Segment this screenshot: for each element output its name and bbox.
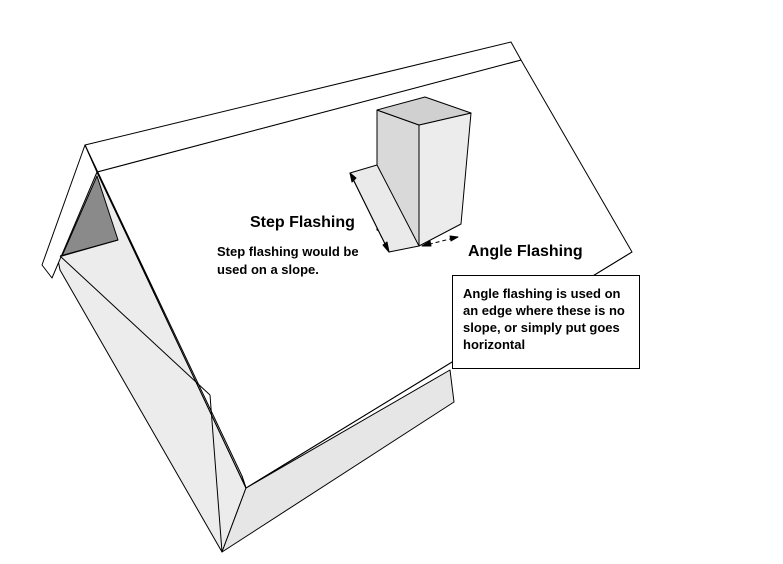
step-flashing-description: Step flashing would be used on a slope. <box>217 244 359 277</box>
step-arrow-bottom <box>382 241 390 253</box>
angle-flashing-callout: Angle flashing is used on an edge where … <box>452 275 640 369</box>
wall-line-1 <box>59 255 211 396</box>
roof-edge-line <box>241 475 247 489</box>
step-arrow-top <box>349 172 357 183</box>
angle-arrow-left <box>421 240 432 247</box>
step-dimension-line <box>349 172 390 253</box>
angle-flashing-description: Angle flashing is used on an edge where … <box>463 286 625 352</box>
wall-line-3 <box>209 394 223 553</box>
front-wall <box>221 369 455 553</box>
wall-line-2 <box>59 239 119 257</box>
angle-flashing-title: Angle Flashing <box>468 243 583 260</box>
chimney-top <box>376 96 472 126</box>
angle-arrow-right <box>449 235 459 242</box>
step-flashing-title: Step Flashing <box>250 214 355 231</box>
